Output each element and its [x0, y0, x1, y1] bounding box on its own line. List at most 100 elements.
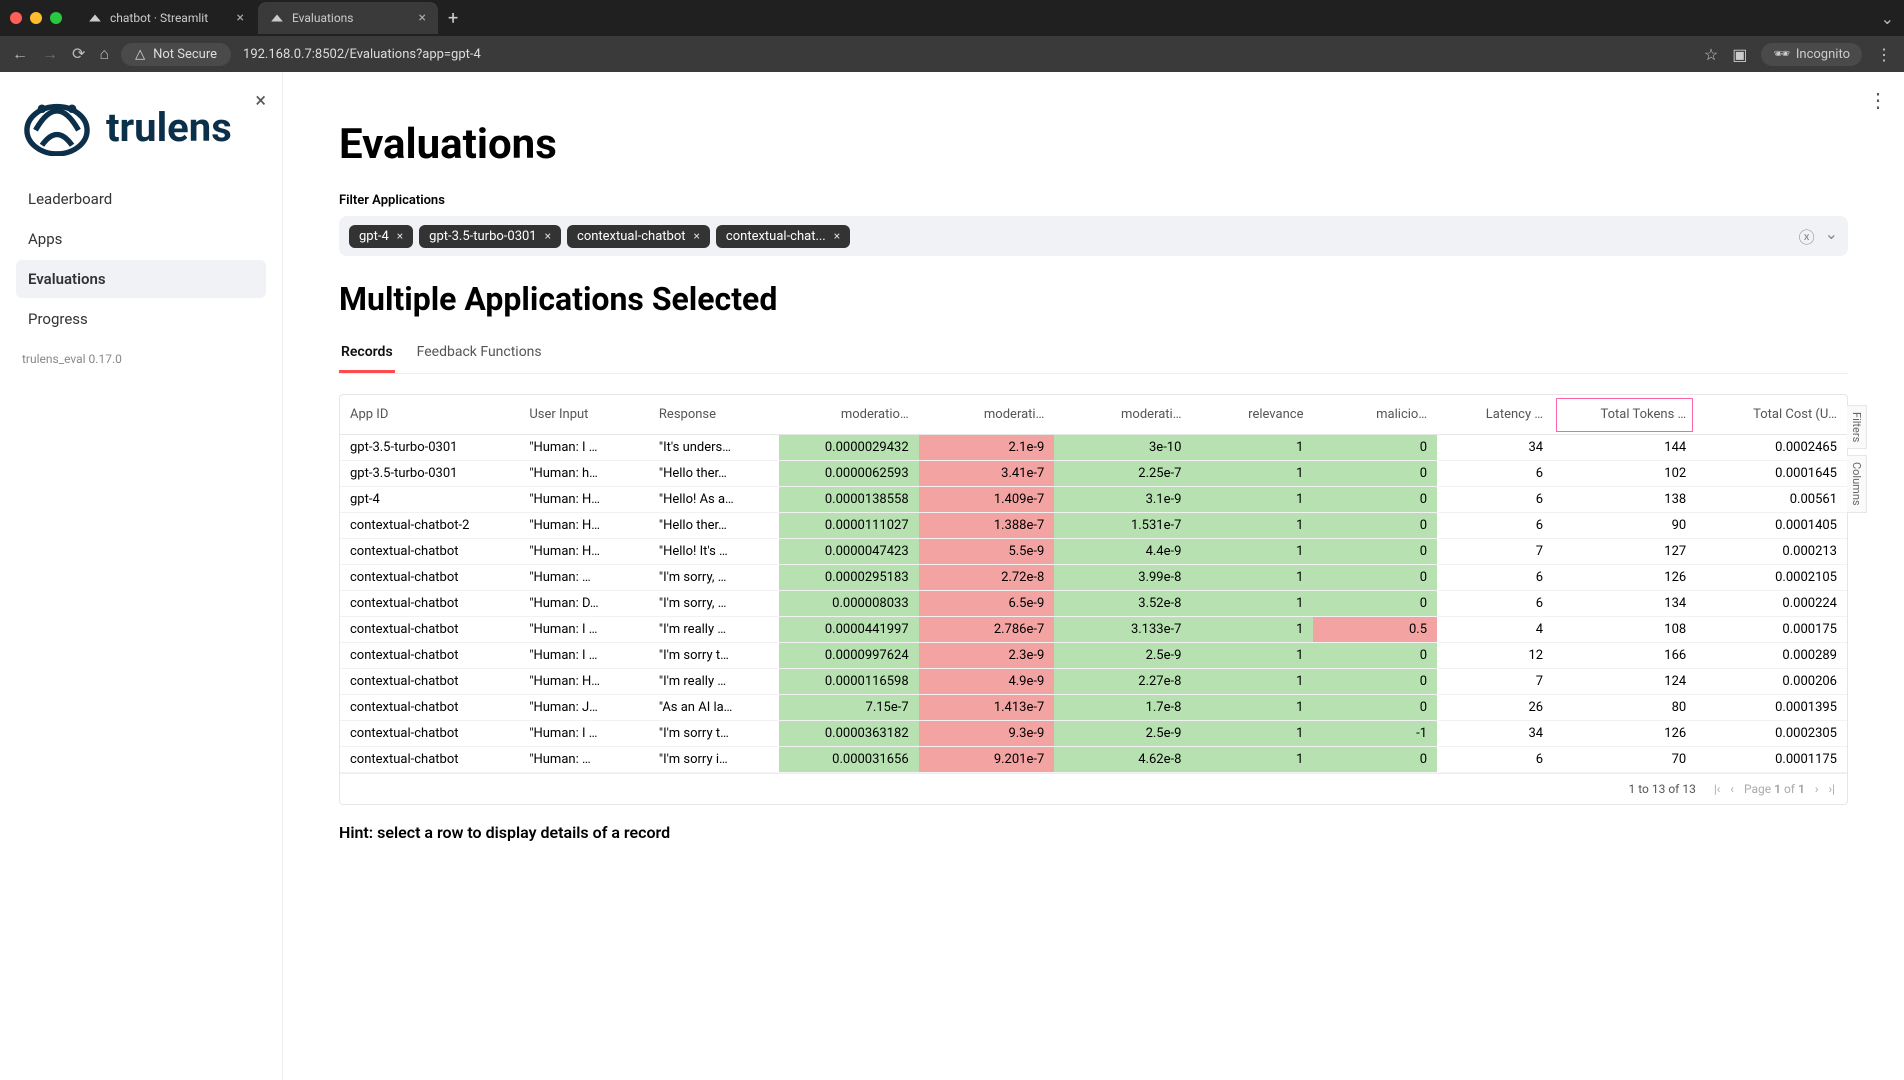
reload-icon[interactable]: ⟳: [72, 44, 85, 64]
nav-item-evaluations[interactable]: Evaluations: [16, 260, 266, 298]
table-row[interactable]: contextual-chatbot-2"Human: H…"Hello the…: [340, 513, 1847, 539]
close-icon[interactable]: ×: [419, 10, 426, 26]
col-header-mod2[interactable]: moderati…: [919, 395, 1055, 435]
cell-mod1: 0.0000029432: [779, 435, 919, 461]
cell-mod1: 0.0000062593: [779, 461, 919, 487]
filter-chip[interactable]: contextual-chat...×: [716, 225, 850, 248]
panel-icon[interactable]: ▣: [1732, 45, 1747, 64]
new-tab-button[interactable]: +: [448, 8, 458, 29]
table-row[interactable]: gpt-3.5-turbo-0301"Human: I …"It's under…: [340, 435, 1847, 461]
cell-cost: 0.0002465: [1696, 435, 1847, 461]
col-header-app_id[interactable]: App ID: [340, 395, 519, 435]
cell-app_id: contextual-chatbot: [340, 747, 519, 773]
table-body: gpt-3.5-turbo-0301"Human: I …"It's under…: [340, 435, 1847, 773]
chip-remove-icon[interactable]: ×: [694, 229, 700, 243]
browser-tab-1[interactable]: Evaluations ×: [258, 2, 438, 34]
traffic-close[interactable]: [10, 12, 22, 24]
table-row[interactable]: gpt-3.5-turbo-0301"Human: h…"Hello ther……: [340, 461, 1847, 487]
cell-relevance: 1: [1191, 695, 1313, 721]
not-secure-label: Not Secure: [153, 47, 217, 62]
star-icon[interactable]: ☆: [1704, 45, 1718, 64]
cell-user_input: "Human: I …: [519, 617, 649, 643]
cell-mod3: 3.133e-7: [1054, 617, 1191, 643]
table-row[interactable]: contextual-chatbot"Human: I …"I'm really…: [340, 617, 1847, 643]
close-icon[interactable]: ×: [237, 10, 244, 26]
col-header-tokens[interactable]: Total Tokens …: [1553, 395, 1696, 435]
first-page-icon[interactable]: |‹: [1714, 782, 1721, 796]
browser-tab-0[interactable]: chatbot · Streamlit ×: [76, 2, 256, 34]
sidebar-close-icon[interactable]: ×: [255, 88, 266, 112]
cell-mod2: 2.1e-9: [919, 435, 1055, 461]
last-page-icon[interactable]: ›|: [1828, 782, 1835, 796]
filter-chip[interactable]: gpt-4×: [349, 225, 413, 248]
cell-mod3: 2.5e-9: [1054, 721, 1191, 747]
cell-latency: 4: [1437, 617, 1553, 643]
chip-remove-icon[interactable]: ×: [545, 229, 551, 243]
col-header-cost[interactable]: Total Cost (U…: [1696, 395, 1847, 435]
chevron-down-icon[interactable]: ⌄: [1825, 224, 1838, 248]
side-tab-filters[interactable]: Filters: [1847, 405, 1867, 449]
table-row[interactable]: contextual-chatbot"Human: …"I'm sorry, ……: [340, 565, 1847, 591]
cell-app_id: contextual-chatbot: [340, 539, 519, 565]
tab-records[interactable]: Records: [339, 334, 395, 373]
traffic-min[interactable]: [30, 12, 42, 24]
chip-remove-icon[interactable]: ×: [397, 229, 403, 243]
home-icon[interactable]: ⌂: [99, 44, 109, 64]
chip-remove-icon[interactable]: ×: [834, 229, 840, 243]
col-header-mod1[interactable]: moderatio…: [779, 395, 919, 435]
prev-page-icon[interactable]: ‹: [1730, 782, 1734, 796]
nav-item-apps[interactable]: Apps: [16, 220, 266, 258]
col-header-malicious[interactable]: malicio…: [1313, 395, 1437, 435]
cell-mod1: 0.0000111027: [779, 513, 919, 539]
cell-response: "I'm sorry, …: [649, 591, 779, 617]
chevron-down-icon[interactable]: ⌄: [1881, 9, 1894, 28]
col-header-latency[interactable]: Latency …: [1437, 395, 1553, 435]
pager-range: 1 to 13 of 13: [1629, 782, 1696, 796]
side-tab-columns[interactable]: Columns: [1847, 455, 1867, 513]
filter-label: Filter Applications: [339, 193, 1848, 208]
tab-feedback-functions[interactable]: Feedback Functions: [415, 334, 544, 373]
table-row[interactable]: contextual-chatbot"Human: H…"Hello! It's…: [340, 539, 1847, 565]
incognito-chip[interactable]: 🕶 Incognito: [1761, 43, 1862, 66]
traffic-max[interactable]: [50, 12, 62, 24]
url-text[interactable]: 192.168.0.7:8502/Evaluations?app=gpt-4: [243, 47, 1692, 62]
col-header-response[interactable]: Response: [649, 395, 779, 435]
next-page-icon[interactable]: ›: [1815, 782, 1819, 796]
streamlit-icon: [88, 11, 102, 25]
cell-mod1: 7.15e-7: [779, 695, 919, 721]
col-header-user_input[interactable]: User Input: [519, 395, 649, 435]
cell-response: "As an AI la…: [649, 695, 779, 721]
filter-chip[interactable]: contextual-chatbot×: [567, 225, 710, 248]
cell-malicious: 0.5: [1313, 617, 1437, 643]
security-chip[interactable]: △ Not Secure: [121, 43, 231, 66]
cell-mod1: 0.000031656: [779, 747, 919, 773]
cell-app_id: contextual-chatbot: [340, 643, 519, 669]
filter-chip[interactable]: gpt-3.5-turbo-0301×: [419, 225, 561, 248]
cell-response: "Hello! As a…: [649, 487, 779, 513]
cell-response: "I'm sorry, …: [649, 565, 779, 591]
table-row[interactable]: contextual-chatbot"Human: J…"As an AI la…: [340, 695, 1847, 721]
cell-user_input: "Human: …: [519, 565, 649, 591]
table-row[interactable]: gpt-4"Human: H…"Hello! As a…0.0000138558…: [340, 487, 1847, 513]
filter-multiselect[interactable]: gpt-4× gpt-3.5-turbo-0301× contextual-chat…: [339, 216, 1848, 256]
cell-mod2: 1.409e-7: [919, 487, 1055, 513]
cell-cost: 0.0001395: [1696, 695, 1847, 721]
table-row[interactable]: contextual-chatbot"Human: H…"I'm really …: [340, 669, 1847, 695]
kebab-icon[interactable]: ⋮: [1868, 88, 1888, 112]
table-row[interactable]: contextual-chatbot"Human: I …"I'm sorry …: [340, 643, 1847, 669]
back-icon[interactable]: ←: [12, 44, 28, 64]
forward-icon[interactable]: →: [42, 44, 58, 64]
nav-item-progress[interactable]: Progress: [16, 300, 266, 338]
clear-all-icon[interactable]: ⓧ: [1799, 224, 1815, 248]
table: App IDUser InputResponsemoderatio…modera…: [340, 395, 1847, 773]
cell-malicious: 0: [1313, 565, 1437, 591]
col-header-relevance[interactable]: relevance: [1191, 395, 1313, 435]
nav-item-leaderboard[interactable]: Leaderboard: [16, 180, 266, 218]
table-row[interactable]: contextual-chatbot"Human: I …"I'm sorry …: [340, 721, 1847, 747]
table-row[interactable]: contextual-chatbot"Human: …"I'm sorry i……: [340, 747, 1847, 773]
cell-malicious: 0: [1313, 695, 1437, 721]
kebab-icon[interactable]: ⋮: [1876, 45, 1892, 64]
table-row[interactable]: contextual-chatbot"Human: D…"I'm sorry, …: [340, 591, 1847, 617]
col-header-mod3[interactable]: moderati…: [1054, 395, 1191, 435]
cell-relevance: 1: [1191, 643, 1313, 669]
